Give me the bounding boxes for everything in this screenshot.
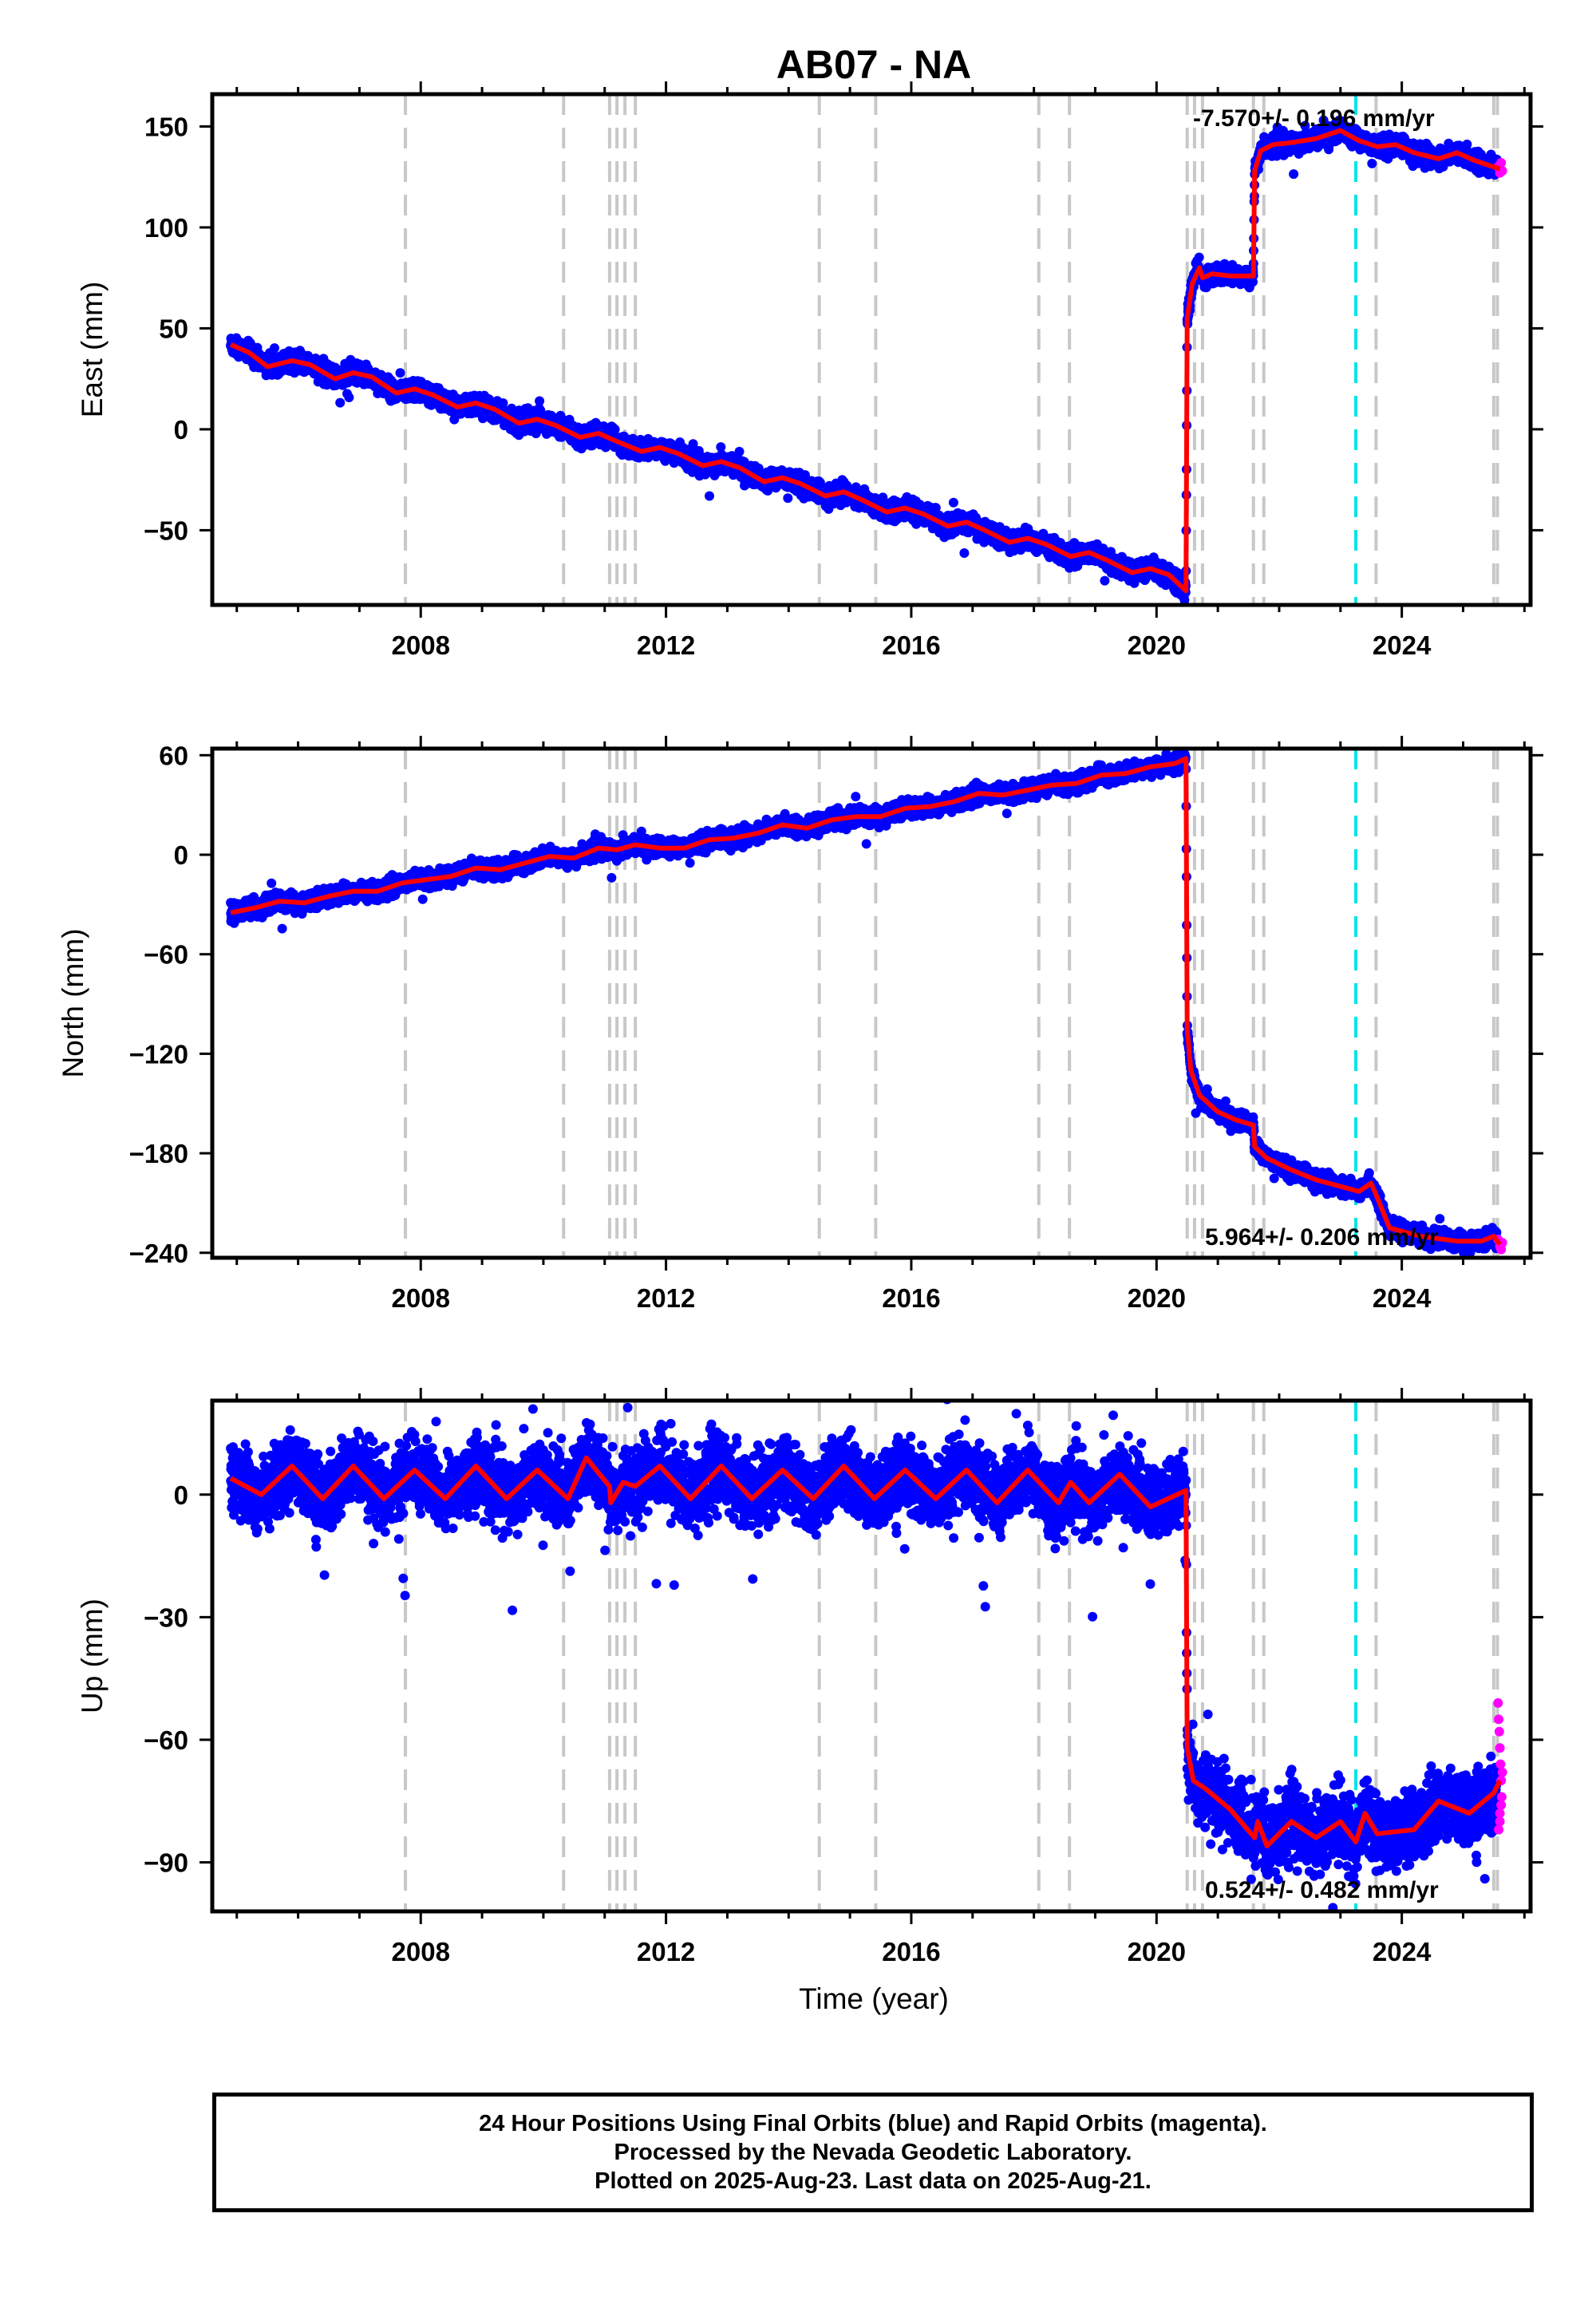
final-orbit-point <box>734 446 745 456</box>
final-orbit-point <box>948 497 958 508</box>
final-orbit-point <box>783 493 793 504</box>
final-orbit-point <box>959 548 970 558</box>
final-orbit-point <box>610 425 620 434</box>
final-orbit-point <box>270 343 279 354</box>
final-orbit-point <box>395 368 405 378</box>
chart-title: AB07 - NA <box>776 42 971 87</box>
final-orbit-point <box>335 397 346 408</box>
final-orbit-point <box>705 491 714 501</box>
final-orbit-point <box>535 396 545 406</box>
plot-area <box>226 94 1507 605</box>
final-orbit-point <box>716 442 726 453</box>
final-orbit-point <box>344 393 354 402</box>
